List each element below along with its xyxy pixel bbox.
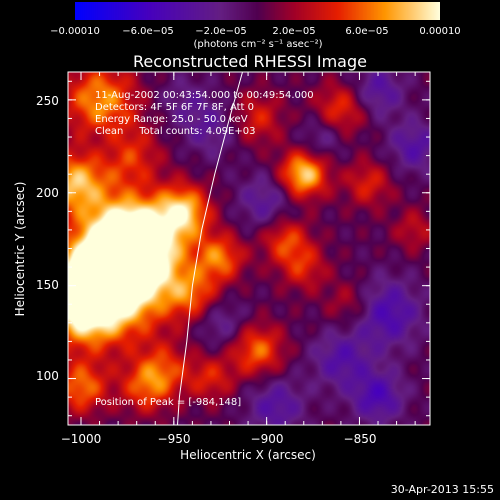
colorbar-units: (photons cm⁻² s⁻¹ asec⁻²): [193, 39, 323, 50]
y-tick-label: 200: [36, 186, 59, 200]
x-tick-label: −1000: [60, 432, 102, 446]
x-tick-label: −900: [250, 432, 284, 446]
colorbar-tick: −0.00010: [50, 26, 100, 37]
colorbar-tick: −2.0e−05: [195, 26, 247, 37]
timestamp: 30-Apr-2013 15:55: [390, 483, 494, 496]
x-axis-label: Heliocentric X (arcsec): [180, 448, 316, 462]
colorbar-tick: −6.0e−05: [122, 26, 174, 37]
info-detectors: Detectors: 4F 5F 6F 7F 8F, Att 0: [95, 102, 255, 113]
y-tick-label: 100: [36, 369, 59, 383]
y-tick-label: 150: [36, 278, 59, 292]
colorbar: [75, 2, 440, 20]
x-tick-label: −950: [157, 432, 191, 446]
colorbar-tick: 0.00010: [419, 26, 461, 37]
y-tick-label: 250: [36, 94, 59, 108]
x-tick-label: −850: [343, 432, 377, 446]
info-time: 11-Aug-2002 00:43:54.000 to 00:49:54.000: [95, 90, 314, 101]
colorbar-tick: 6.0e−05: [345, 26, 389, 37]
colorbar-tick: 2.0e−05: [272, 26, 316, 37]
chart-title: Reconstructed RHESSI Image: [133, 52, 367, 71]
y-axis-label: Heliocentric Y (arcsec): [13, 181, 27, 317]
info-clean: Clean Total counts: 4.09E+03: [95, 126, 256, 137]
peak-label: Position of Peak = [-984,148]: [95, 397, 242, 408]
info-energy: Energy Range: 25.0 - 50.0 keV: [95, 114, 248, 125]
